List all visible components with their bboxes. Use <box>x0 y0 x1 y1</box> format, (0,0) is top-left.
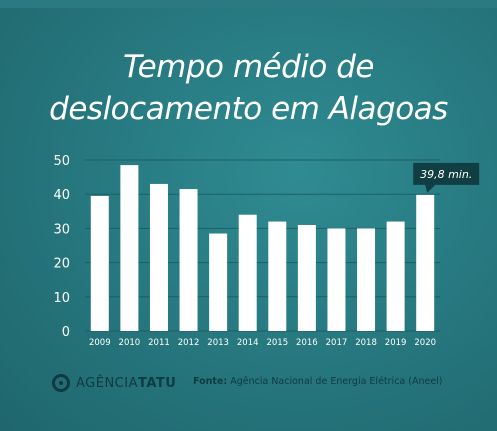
bar <box>416 194 435 331</box>
y-tick-label: 40 <box>53 188 70 203</box>
bar <box>149 183 168 331</box>
y-tick-label: 50 <box>53 154 70 169</box>
x-tick-label: 2020 <box>414 338 436 348</box>
bar <box>209 233 228 331</box>
y-tick-label: 20 <box>53 257 70 272</box>
bar <box>238 214 257 331</box>
bar <box>120 165 139 331</box>
chart-title: Tempo médio de deslocamento em Alagoas <box>0 46 497 130</box>
bar <box>357 228 376 331</box>
bar <box>90 195 109 331</box>
x-tick-label: 2017 <box>326 338 348 348</box>
brand-logo: AGÊNCIATATU <box>52 373 176 393</box>
y-tick-label: 0 <box>62 325 70 340</box>
x-tick-label: 2012 <box>178 338 200 348</box>
title-line-1: Tempo médio de <box>122 49 375 85</box>
bar <box>327 228 346 331</box>
bar <box>297 224 316 331</box>
source-label: Fonte: <box>193 376 228 387</box>
title-line-2: deslocamento em Alagoas <box>49 91 448 127</box>
source-text: Agência Nacional de Energia Elétrica (An… <box>230 376 443 387</box>
annotation-callout <box>413 162 480 193</box>
annotation-label: 39,8 min. <box>420 168 472 181</box>
x-tick-label: 2014 <box>237 338 259 348</box>
bar <box>386 221 405 331</box>
x-tick-label: 2009 <box>89 338 111 348</box>
bar <box>179 189 198 331</box>
x-tick-label: 2019 <box>385 338 407 348</box>
brand-logo-icon <box>52 374 70 392</box>
brand-name-part2: TATU <box>137 375 177 391</box>
x-tick-label: 2018 <box>355 338 377 348</box>
brand-name-part1: AGÊNCIA <box>76 375 138 391</box>
x-tick-label: 2011 <box>148 338 170 348</box>
x-tick-label: 2013 <box>207 338 229 348</box>
x-tick-label: 2015 <box>266 338 288 348</box>
x-tick-label: 2016 <box>296 338 318 348</box>
bar <box>268 221 287 331</box>
brand-name: AGÊNCIATATU <box>76 376 176 391</box>
source-note: Fonte: Agência Nacional de Energia Elétr… <box>193 376 443 387</box>
y-tick-label: 30 <box>53 222 70 237</box>
top-strip <box>0 0 497 8</box>
y-tick-label: 10 <box>53 291 70 306</box>
x-tick-label: 2010 <box>119 338 141 348</box>
